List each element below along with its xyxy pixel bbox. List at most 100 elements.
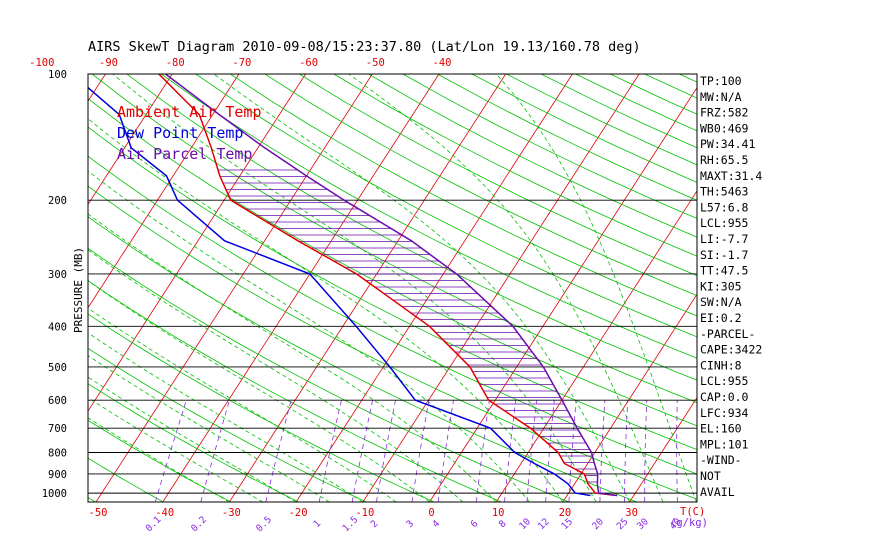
- index-item: WB0:469: [700, 121, 749, 135]
- index-item: TH:5463: [700, 185, 749, 199]
- dry-adiabat-line: [88, 383, 299, 502]
- mixing-ratio-tick-label: 2: [369, 518, 381, 530]
- mixing-ratio-line: [526, 400, 538, 502]
- dry-adiabat-line: [88, 347, 367, 502]
- dry-adiabat-line: [437, 74, 697, 201]
- moist-adiabat-line: [88, 417, 230, 502]
- moist-adiabat-line: [88, 213, 497, 502]
- mixing-ratio-tick-label: 6: [469, 518, 481, 530]
- dry-adiabat-line: [0, 74, 28, 502]
- index-item: LFC:934: [700, 406, 749, 420]
- moist-adiabat-line: [88, 332, 364, 502]
- bottom-temp-tick-label: -50: [89, 507, 108, 519]
- dry-adiabat-line: [230, 74, 697, 317]
- moist-adiabat-line: [88, 170, 530, 502]
- index-item: CAP:0.0: [700, 390, 749, 404]
- pressure-tick-label: 300: [48, 269, 67, 281]
- dry-adiabat-line: [402, 74, 697, 219]
- mixing-ratio-tick-label: 10: [517, 516, 533, 532]
- index-item: MPL:101: [700, 437, 749, 451]
- mixing-ratio-unit: (g/kg): [670, 517, 708, 529]
- index-item: KI:305: [700, 279, 742, 293]
- mixing-ratio-line: [545, 400, 555, 502]
- mixing-ratio-line: [154, 399, 187, 502]
- top-temp-tick-label: -50: [366, 57, 385, 69]
- dry-adiabat-line: [333, 74, 697, 257]
- dry-adiabat-line: [88, 216, 637, 502]
- mixing-ratio-tick-label: 1: [311, 518, 323, 530]
- legend-dewpoint: Dew Point Temp: [117, 124, 243, 142]
- dry-adiabat-line: [748, 74, 870, 502]
- index-item: TP:100: [700, 74, 742, 88]
- index-item: L57:6.8: [700, 200, 749, 214]
- mixing-ratio-line: [411, 400, 430, 502]
- chart-title: AIRS SkewT Diagram 2010-09-08/15:23:37.8…: [88, 39, 641, 55]
- dry-adiabat-line: [88, 457, 164, 502]
- bottom-temp-tick-label: -30: [222, 507, 241, 519]
- mixing-ratio-line: [200, 399, 230, 502]
- cape-hatching: [218, 169, 598, 483]
- mixing-ratio-tick-label: 20: [590, 516, 606, 532]
- pressure-tick-label: 1000: [42, 488, 67, 500]
- index-item: FRZ:582: [700, 106, 748, 120]
- moist-adiabat-line: [112, 74, 597, 502]
- mixing-ratio-tick-label: 4: [430, 518, 442, 530]
- mixing-ratio-line: [624, 400, 629, 502]
- top-temp-tick-label: -80: [166, 57, 185, 69]
- top-temp-tick-label: -70: [232, 57, 251, 69]
- index-item: CINH:8: [700, 358, 742, 372]
- bottom-temp-tick-label: 10: [492, 507, 505, 519]
- mixing-ratio-line: [351, 400, 373, 502]
- moist-adiabat-line: [88, 118, 564, 502]
- x-axis-label: T(C): [680, 506, 705, 518]
- index-item: -WIND-: [700, 453, 742, 467]
- top-temp-tick-label: -40: [433, 57, 452, 69]
- mixing-ratio-tick-label: 0.2: [189, 514, 209, 534]
- pressure-tick-label: 400: [48, 321, 67, 333]
- isotherm-line: [88, 74, 240, 309]
- dry-adiabat-line: [91, 74, 697, 404]
- pressure-tick-label: 700: [48, 423, 67, 435]
- index-item: NOT: [700, 469, 721, 483]
- dry-adiabat-line: [88, 98, 697, 427]
- isotherm-line: [629, 396, 697, 502]
- pressure-tick-label: 500: [48, 362, 67, 374]
- index-item: AVAIL: [700, 485, 735, 499]
- bottom-temp-tick-label: -10: [355, 507, 374, 519]
- moist-adiabat-line: [88, 280, 430, 502]
- mixing-ratio-line: [644, 400, 648, 502]
- index-item: MAXT:31.4: [700, 169, 762, 183]
- isotherm-line: [88, 74, 173, 206]
- moist-adiabat-line: [496, 74, 697, 502]
- isotherm-line: [229, 74, 507, 502]
- legend-parcel: Air Parcel Temp: [117, 145, 252, 163]
- legend: Ambient Air Temp Dew Point Temp Air Parc…: [117, 103, 262, 163]
- dry-adiabat-line: [88, 247, 570, 502]
- isotherm-line: [88, 74, 106, 102]
- ambient-temp-line: [158, 74, 618, 497]
- top-temp-tick-label: -90: [99, 57, 118, 69]
- mixing-ratio-line: [599, 400, 606, 502]
- dry-adiabat-line: [195, 74, 697, 338]
- isotherm-line: [362, 74, 640, 502]
- moist-adiabat-line: [88, 376, 297, 502]
- profiles: [88, 74, 618, 497]
- top-temp-tick-label: -100: [29, 57, 54, 69]
- pressure-tick-label: 200: [48, 195, 67, 207]
- isotherm-line: [429, 86, 697, 502]
- mixing-ratio-tick-label: 12: [536, 516, 552, 532]
- index-item: SW:N/A: [700, 295, 742, 309]
- dry-adiabat-line: [299, 74, 697, 277]
- index-item: EI:0.2: [700, 311, 742, 325]
- top-temp-tick-label: -60: [299, 57, 318, 69]
- dry-adiabat-line: [264, 74, 697, 297]
- index-item: LCL:955: [700, 216, 748, 230]
- dry-adiabat-line: [88, 185, 697, 500]
- pressure-tick-label: 100: [48, 69, 67, 81]
- dry-adiabat-line: [126, 74, 697, 381]
- isotherm-line: [0, 74, 39, 502]
- mixing-ratio-line: [504, 400, 517, 502]
- dry-adiabat-line: [88, 155, 697, 475]
